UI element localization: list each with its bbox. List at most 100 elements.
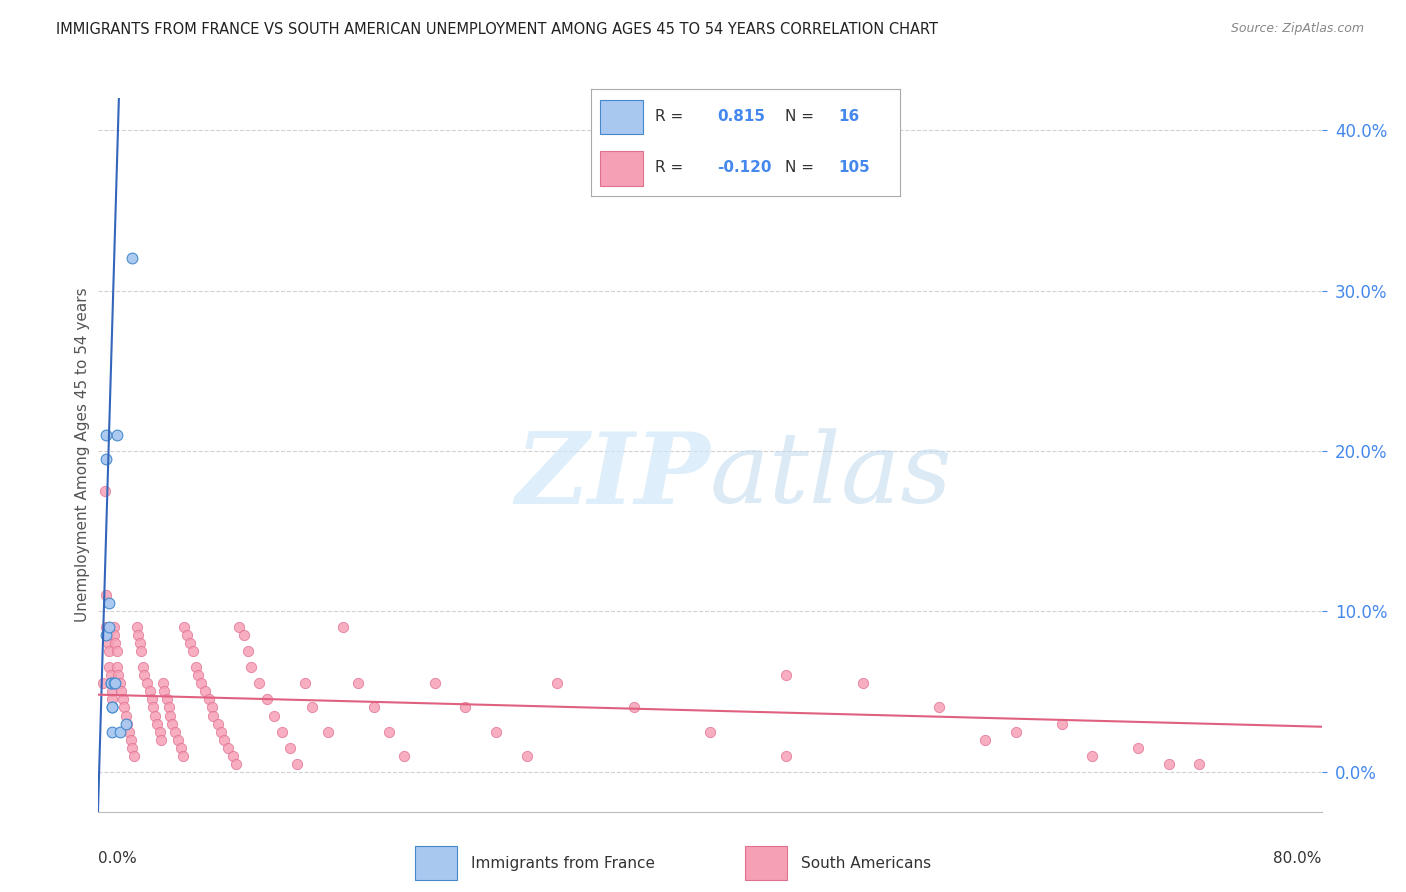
Point bbox=[103, 628, 125, 642]
Point bbox=[112, 700, 135, 714]
Point bbox=[516, 748, 538, 763]
Y-axis label: Unemployment Among Ages 45 to 54 years: Unemployment Among Ages 45 to 54 years bbox=[75, 287, 90, 623]
Point bbox=[546, 676, 568, 690]
Point bbox=[101, 692, 124, 706]
Point bbox=[115, 716, 138, 731]
Point bbox=[108, 676, 131, 690]
Point bbox=[157, 700, 180, 714]
Point bbox=[100, 676, 122, 690]
Point bbox=[209, 724, 232, 739]
Point bbox=[197, 692, 219, 706]
Point bbox=[153, 684, 176, 698]
Point bbox=[187, 668, 209, 682]
Point bbox=[316, 724, 339, 739]
Point bbox=[107, 668, 129, 682]
Point bbox=[94, 588, 117, 602]
Point bbox=[121, 740, 143, 755]
Point bbox=[115, 708, 138, 723]
Point bbox=[172, 748, 194, 763]
Point bbox=[270, 724, 292, 739]
Text: 0.815: 0.815 bbox=[717, 109, 765, 124]
Point bbox=[143, 708, 166, 723]
Point bbox=[294, 676, 316, 690]
Text: 80.0%: 80.0% bbox=[1274, 851, 1322, 866]
Point bbox=[1188, 756, 1211, 771]
Point bbox=[285, 756, 308, 771]
Point bbox=[176, 628, 198, 642]
Text: N =: N = bbox=[786, 109, 814, 124]
Point bbox=[170, 740, 193, 755]
Point bbox=[129, 644, 152, 658]
Point bbox=[93, 483, 115, 498]
Text: N =: N = bbox=[786, 161, 814, 176]
Point bbox=[101, 700, 124, 714]
Point bbox=[194, 684, 217, 698]
Text: atlas: atlas bbox=[710, 429, 953, 524]
Point bbox=[141, 692, 163, 706]
Point bbox=[775, 748, 797, 763]
Point bbox=[136, 676, 159, 690]
Point bbox=[179, 636, 201, 650]
Point bbox=[100, 676, 122, 690]
Point bbox=[190, 676, 212, 690]
Point bbox=[775, 668, 797, 682]
Point bbox=[1050, 716, 1073, 731]
Point bbox=[256, 692, 278, 706]
Point bbox=[1081, 748, 1104, 763]
FancyBboxPatch shape bbox=[600, 100, 643, 134]
Point bbox=[163, 724, 186, 739]
Point bbox=[623, 700, 645, 714]
Point bbox=[98, 660, 121, 674]
Point bbox=[100, 668, 122, 682]
Point bbox=[232, 628, 254, 642]
Text: Immigrants from France: Immigrants from France bbox=[471, 855, 655, 871]
Point bbox=[108, 724, 131, 739]
Point bbox=[1004, 724, 1026, 739]
Point bbox=[240, 660, 263, 674]
Point bbox=[347, 676, 370, 690]
Point bbox=[423, 676, 446, 690]
Point bbox=[202, 708, 225, 723]
Point bbox=[278, 740, 301, 755]
Point bbox=[167, 732, 190, 747]
Point bbox=[118, 724, 141, 739]
FancyBboxPatch shape bbox=[600, 152, 643, 186]
Point bbox=[94, 451, 117, 466]
Point bbox=[104, 636, 127, 650]
Point bbox=[149, 724, 172, 739]
Point bbox=[263, 708, 285, 723]
Point bbox=[173, 620, 195, 634]
Point bbox=[100, 676, 122, 690]
Point bbox=[1128, 740, 1150, 755]
Point bbox=[222, 748, 245, 763]
Point bbox=[103, 676, 125, 690]
Point bbox=[212, 732, 235, 747]
Point bbox=[110, 684, 132, 698]
Point bbox=[105, 660, 128, 674]
Text: 0.0%: 0.0% bbox=[98, 851, 138, 866]
Point bbox=[98, 620, 121, 634]
Point bbox=[120, 732, 142, 747]
Point bbox=[852, 676, 875, 690]
Point bbox=[103, 620, 125, 634]
Point bbox=[104, 676, 127, 690]
Point bbox=[94, 628, 117, 642]
Point bbox=[332, 620, 354, 634]
Point bbox=[974, 732, 997, 747]
Point bbox=[150, 732, 173, 747]
Point bbox=[238, 644, 260, 658]
Point bbox=[485, 724, 508, 739]
Point bbox=[301, 700, 323, 714]
Point bbox=[132, 660, 155, 674]
Text: 105: 105 bbox=[838, 161, 870, 176]
Point bbox=[125, 620, 148, 634]
Point bbox=[97, 628, 120, 642]
Point bbox=[111, 692, 134, 706]
Point bbox=[228, 620, 250, 634]
Point bbox=[142, 700, 165, 714]
Text: -0.120: -0.120 bbox=[717, 161, 772, 176]
Point bbox=[225, 756, 247, 771]
Point bbox=[200, 700, 222, 714]
Text: 16: 16 bbox=[838, 109, 859, 124]
Point bbox=[247, 676, 270, 690]
